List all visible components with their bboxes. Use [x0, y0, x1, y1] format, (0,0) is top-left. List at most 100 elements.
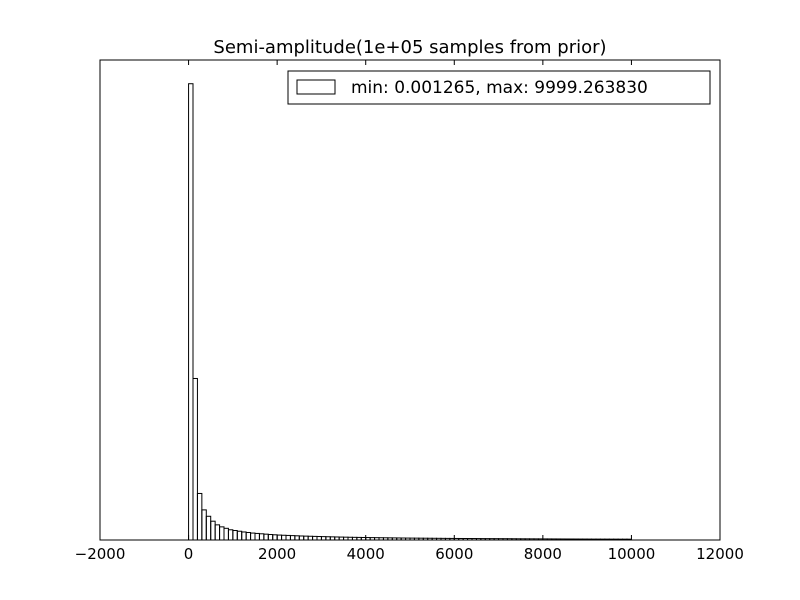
histogram-bin [608, 538, 615, 541]
histogram-bin [595, 538, 601, 541]
histogram-bin [484, 538, 491, 541]
histogram-bin [396, 537, 402, 541]
x-tick-label: −2000 [75, 545, 126, 563]
histogram-bin [573, 538, 579, 541]
histogram-bin [475, 538, 482, 541]
histogram-bin [382, 537, 389, 541]
histogram-bin [369, 537, 376, 541]
histogram-bin [365, 537, 371, 541]
legend-label: min: 0.001265, max: 9999.263830 [351, 78, 648, 98]
histogram-bin [267, 534, 274, 541]
histogram-bin [462, 538, 469, 541]
histogram-bin [325, 536, 331, 541]
histogram-bin [582, 538, 588, 541]
histogram-bin [378, 537, 384, 541]
histogram-bin [272, 534, 278, 541]
histogram-bin [524, 538, 531, 541]
histogram-bin [285, 534, 291, 541]
histogram-bin [555, 538, 562, 541]
histogram-bin [493, 538, 500, 541]
histogram-bin [599, 538, 606, 541]
histogram-bin [196, 492, 203, 541]
legend: min: 0.001265, max: 9999.263830 [287, 70, 711, 105]
histogram-bin [347, 536, 353, 541]
histogram-bin [320, 536, 327, 541]
x-tick-label: 12000 [696, 545, 744, 563]
histogram-bin [427, 537, 433, 541]
histogram-bin [241, 531, 247, 541]
x-tick-label: 4000 [347, 545, 385, 563]
histogram-bin [498, 538, 504, 541]
histogram-bin [604, 538, 610, 541]
histogram-bin [201, 509, 207, 541]
histogram-bin [351, 536, 358, 541]
histogram-bin [289, 535, 296, 541]
histogram-bin [343, 536, 349, 541]
histogram-bin [391, 537, 398, 541]
histogram-bin [440, 537, 446, 541]
histogram-bin [312, 535, 318, 541]
histogram-bin [303, 535, 309, 541]
histogram-bin [542, 538, 548, 541]
histogram-bin [356, 536, 362, 541]
histogram-bin [413, 537, 420, 541]
x-tick-label: 0 [184, 545, 194, 563]
histogram-bin [546, 538, 553, 541]
chart-title: Semi-amplitude(1e+05 samples from prior) [213, 37, 606, 58]
histogram-bin [617, 538, 624, 541]
histogram-bin [210, 520, 216, 541]
x-tick-label: 10000 [608, 545, 656, 563]
histogram-bin [316, 536, 322, 541]
histogram-bin [467, 538, 473, 541]
histogram-bin [281, 534, 287, 541]
histogram-bin [245, 532, 252, 541]
histogram-bin [471, 538, 477, 541]
histogram-bin [533, 538, 539, 541]
histogram-bin [400, 537, 407, 541]
histogram-bin [405, 537, 411, 541]
histogram-bin [431, 537, 438, 541]
histogram-bin [298, 535, 305, 541]
histogram-bin [236, 530, 243, 541]
histogram-bin [258, 533, 265, 541]
histogram-bin [329, 536, 336, 541]
histogram-bin [502, 538, 508, 541]
histogram-bin [613, 538, 619, 541]
histogram-bin [622, 538, 628, 541]
histogram-bin [250, 532, 256, 541]
histogram-bin [480, 538, 486, 541]
histogram-bin [205, 515, 212, 541]
histogram-bin [453, 537, 460, 541]
histogram-bin [263, 533, 269, 541]
legend-swatch [296, 79, 336, 95]
histogram-bin [591, 538, 597, 541]
histogram-bin [564, 538, 570, 541]
histogram-bin [192, 377, 198, 541]
histogram-bin [444, 537, 451, 541]
histogram-bin [515, 538, 522, 541]
histogram [188, 83, 632, 541]
histogram-bin [458, 537, 464, 541]
histogram-bin [338, 536, 345, 541]
histogram-bin [276, 534, 283, 541]
legend-box [287, 70, 711, 105]
histogram-bin [188, 83, 194, 541]
histogram-bin [387, 537, 393, 541]
histogram-bin [360, 536, 367, 541]
histogram-bin [537, 538, 544, 541]
histogram-bin [577, 538, 584, 541]
x-axis: −2000 0 2000 4000 6000 8000 10000 12000 [75, 60, 744, 563]
histogram-bin [334, 536, 340, 541]
histogram-bin [223, 527, 229, 541]
histogram-bin [254, 532, 260, 541]
histogram-bin [232, 530, 238, 541]
histogram-bin [436, 537, 442, 541]
histogram-bin [418, 537, 424, 541]
histogram-bin [294, 535, 300, 541]
histogram-bin [560, 538, 566, 541]
histogram-bin [506, 538, 513, 541]
histogram-bin [219, 526, 225, 541]
histogram-bin [489, 538, 495, 541]
histogram-bin [449, 537, 455, 541]
histogram-bin [529, 538, 535, 541]
